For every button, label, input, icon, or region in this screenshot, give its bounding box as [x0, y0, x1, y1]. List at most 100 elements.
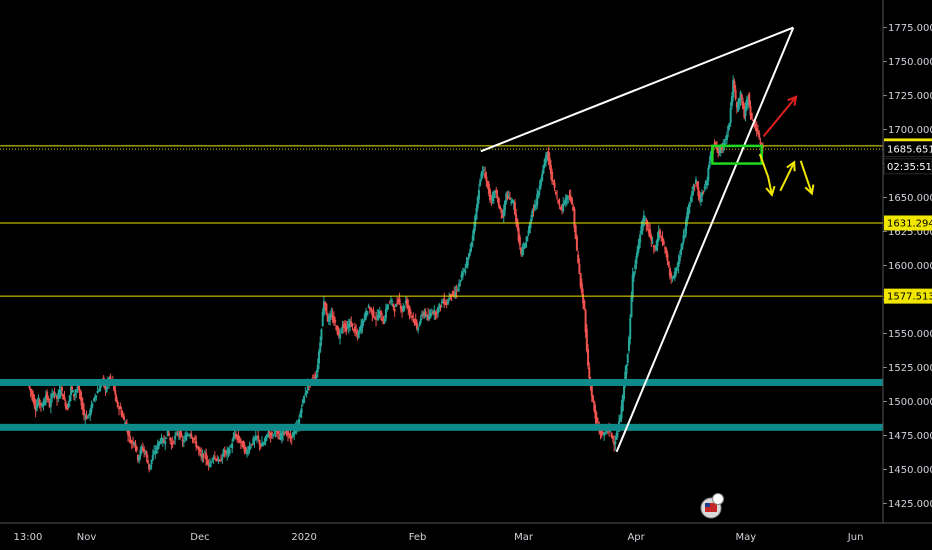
- candle-body: [224, 450, 227, 452]
- candle-body: [438, 304, 441, 308]
- candle-body: [215, 458, 218, 461]
- candle-body: [594, 409, 597, 419]
- candle-body: [759, 141, 762, 144]
- candle-body: [207, 464, 210, 466]
- candle-body: [115, 397, 118, 403]
- candle-body: [747, 98, 750, 105]
- candle-body: [569, 196, 572, 202]
- candle-body: [344, 323, 347, 327]
- candle-body: [353, 326, 356, 331]
- candle-body: [273, 430, 276, 432]
- candle-body: [689, 196, 692, 202]
- candle-body: [727, 125, 730, 132]
- candle-body: [639, 234, 642, 243]
- candle-body: [186, 434, 189, 436]
- candle-body: [497, 197, 500, 206]
- time-tick-label: Dec: [190, 532, 209, 543]
- price-tag-label: 02:35:51: [887, 162, 932, 173]
- candle-body: [556, 196, 559, 198]
- event-badge[interactable]: [700, 493, 724, 519]
- candle-body: [511, 199, 514, 203]
- candle-body: [530, 219, 533, 225]
- candle-body: [151, 454, 154, 461]
- candle-body: [626, 354, 629, 363]
- candle-body: [655, 244, 658, 251]
- candle-body: [393, 308, 396, 312]
- candle-body: [272, 434, 275, 436]
- candle-body: [90, 404, 93, 412]
- candle-body: [720, 147, 723, 150]
- candle-body: [691, 190, 694, 197]
- candle-body: [63, 396, 66, 400]
- time-axis[interactable]: 13:00 Nov Dec 2020 Feb Mar Apr May Jun: [0, 522, 932, 543]
- candle-body: [260, 442, 263, 447]
- candle-body: [280, 432, 283, 440]
- candle-body: [29, 388, 32, 392]
- candle-body: [724, 139, 727, 141]
- price-tag-label: 1631.294: [887, 218, 932, 229]
- candle-body: [652, 245, 655, 248]
- price-axis[interactable]: 1775.0001750.0001725.0001700.0001675.000…: [882, 0, 932, 550]
- candle-body: [69, 386, 72, 395]
- candle-body: [640, 226, 643, 234]
- candle-body: [482, 170, 485, 172]
- candle-body: [32, 393, 35, 402]
- candle-body: [480, 173, 483, 178]
- candle-body: [164, 441, 167, 445]
- candle-body: [382, 322, 385, 325]
- candle-body: [251, 443, 254, 445]
- candle-body: [298, 418, 301, 428]
- candle-body: [403, 305, 406, 309]
- candle-body: [120, 409, 123, 416]
- candle-body: [481, 171, 484, 176]
- candle-body: [654, 246, 657, 248]
- candle-body: [680, 248, 683, 255]
- candle-body: [692, 186, 695, 189]
- time-tick-label: Jun: [847, 532, 864, 543]
- candle-body: [351, 323, 354, 326]
- candle-body: [668, 268, 671, 277]
- candle-body: [176, 434, 179, 436]
- candle-body: [538, 185, 541, 191]
- price-tick-label: 1700.000: [888, 125, 932, 136]
- candle-body: [398, 298, 401, 304]
- arrow-4: [799, 160, 813, 194]
- candle-body: [47, 398, 50, 401]
- candle-body: [733, 80, 736, 89]
- candle-body: [444, 303, 447, 305]
- candle-body: [237, 435, 240, 441]
- candle-body: [737, 102, 740, 112]
- candle-body: [367, 306, 370, 308]
- candle-body: [320, 329, 323, 341]
- candle-body: [688, 202, 691, 207]
- arrow-1: [762, 96, 797, 138]
- candle-body: [131, 441, 134, 444]
- candle-body: [319, 342, 322, 352]
- candle-body: [97, 390, 100, 392]
- candle-body: [180, 433, 183, 437]
- candle-body: [30, 391, 33, 396]
- candle-body: [258, 439, 261, 445]
- candle-body: [241, 441, 244, 443]
- candle-body: [546, 152, 549, 158]
- candle-body: [658, 230, 661, 236]
- candle-body: [167, 432, 170, 436]
- candle-body: [758, 133, 761, 138]
- candle-body: [454, 292, 457, 296]
- price-tick-label: 1725.000: [888, 91, 932, 102]
- candle-body: [532, 208, 535, 210]
- candle-body: [616, 433, 619, 435]
- candle-body: [155, 448, 158, 450]
- candle-body: [414, 319, 417, 325]
- flag-canton: [705, 503, 710, 507]
- candle-body: [78, 390, 81, 393]
- candle-body: [460, 274, 463, 278]
- candle-body: [371, 309, 374, 316]
- candle-body: [466, 257, 469, 266]
- candle-body: [350, 321, 353, 327]
- candle-body: [440, 302, 443, 304]
- candle-body: [631, 274, 634, 299]
- candle-body: [512, 201, 515, 204]
- candle-body: [229, 445, 232, 447]
